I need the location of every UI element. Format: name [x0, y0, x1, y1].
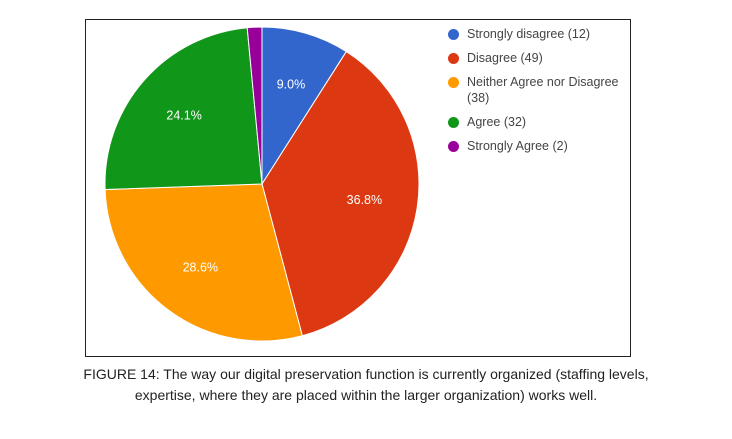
- legend: Strongly disagree (12) Disagree (49) Nei…: [448, 26, 628, 162]
- pie-slice-3: [104, 27, 263, 191]
- caption-line-2: expertise, where they are placed within …: [134, 387, 598, 403]
- chart-frame: 9.0% 36.8% 28.6% 24.1%: [85, 19, 631, 357]
- pie-slice-4: [246, 26, 263, 185]
- slice-percent-label: 36.8%: [347, 193, 382, 207]
- slice-percent-label: 28.6%: [183, 260, 218, 274]
- legend-item-strongly-agree: Strongly Agree (2): [448, 138, 628, 154]
- legend-label: Neither Agree nor Disagree (38): [467, 75, 619, 105]
- figure-caption: FIGURE 14: The way our digital preservat…: [30, 364, 702, 406]
- pie-slice-2: [104, 183, 303, 342]
- legend-item-strongly-disagree: Strongly disagree (12): [448, 26, 628, 42]
- pie-slice-0: [261, 26, 348, 186]
- legend-label: Strongly disagree (12): [467, 27, 590, 41]
- legend-swatch: [448, 53, 459, 64]
- legend-item-agree: Agree (32): [448, 114, 628, 130]
- legend-swatch: [448, 117, 459, 128]
- legend-label: Disagree (49): [467, 51, 543, 65]
- legend-label: Agree (32): [467, 115, 527, 129]
- legend-swatch: [448, 141, 459, 152]
- legend-item-disagree: Disagree (49): [448, 50, 628, 66]
- caption-line-1: FIGURE 14: The way our digital preservat…: [83, 366, 649, 382]
- slice-percent-label: 24.1%: [166, 109, 201, 123]
- legend-swatch: [448, 77, 459, 88]
- legend-swatch: [448, 29, 459, 40]
- legend-label: Strongly Agree (2): [467, 139, 568, 153]
- slice-percent-label: 9.0%: [277, 78, 306, 92]
- pie-slice-1: [261, 50, 420, 337]
- pie-chart: 9.0% 36.8% 28.6% 24.1%: [104, 26, 420, 342]
- legend-item-neither: Neither Agree nor Disagree (38): [448, 74, 628, 106]
